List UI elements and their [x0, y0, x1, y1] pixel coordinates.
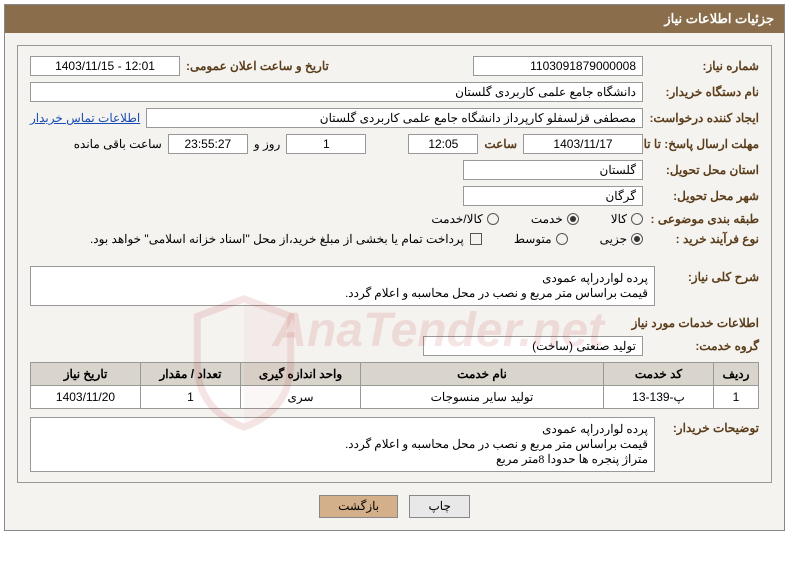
service-group-label: گروه خدمت: — [649, 339, 759, 353]
days-suffix: روز و — [254, 137, 281, 151]
buyer-org-value: دانشگاه جامع علمی کاربردی گلستان — [30, 82, 643, 102]
td-date: 1403/11/20 — [31, 386, 141, 409]
deadline-time: 12:05 — [408, 134, 478, 154]
row-city: شهر محل تحویل: گرگان — [30, 186, 759, 206]
general-desc-text[interactable] — [30, 266, 655, 306]
days-value: 1 — [286, 134, 366, 154]
td-code: پ-139-13 — [604, 386, 714, 409]
buyer-notes-text[interactable] — [30, 417, 655, 472]
back-button[interactable]: بازگشت — [319, 495, 398, 518]
panel-body: AnaTender.net شماره نیاز: 11030918790000… — [5, 33, 784, 530]
proc-minor-radio[interactable]: جزیی — [600, 232, 643, 246]
buyer-org-label: نام دستگاه خریدار: — [649, 85, 759, 99]
remain-suffix: ساعت باقی مانده — [74, 137, 162, 151]
deadline-label: مهلت ارسال پاسخ: تا تاریخ: — [649, 137, 759, 151]
th-unit: واحد اندازه گیری — [241, 363, 361, 386]
info-box: شماره نیاز: 1103091879000008 تاریخ و ساع… — [17, 45, 772, 483]
time-label: ساعت — [484, 137, 517, 151]
need-no-label: شماره نیاز: — [649, 59, 759, 73]
row-requester: ایجاد کننده درخواست: مصطفی قزلسفلو کارپر… — [30, 108, 759, 128]
general-desc-label: شرح کلی نیاز: — [665, 266, 759, 284]
announce-label: تاریخ و ساعت اعلان عمومی: — [186, 59, 329, 73]
row-buyer-notes: توضیحات خریدار: — [30, 417, 759, 472]
td-unit: سری — [241, 386, 361, 409]
row-general-desc: شرح کلی نیاز: — [30, 266, 759, 306]
th-row: ردیف — [714, 363, 759, 386]
main-panel: جزئیات اطلاعات نیاز AnaTender.net شماره … — [4, 4, 785, 531]
row-buyer-org: نام دستگاه خریدار: دانشگاه جامع علمی کار… — [30, 82, 759, 102]
service-table: ردیف کد خدمت نام خدمت واحد اندازه گیری ت… — [30, 362, 759, 409]
announce-value: 1403/11/15 - 12:01 — [30, 56, 180, 76]
province-label: استان محل تحویل: — [649, 163, 759, 177]
cat-service-radio[interactable]: خدمت — [531, 212, 579, 226]
process-label: نوع فرآیند خرید : — [649, 232, 759, 246]
countdown-value: 23:55:27 — [168, 134, 248, 154]
row-category: طبقه بندی موضوعی : کالا خدمت کالا/خدمت — [30, 212, 759, 226]
table-row: 1 پ-139-13 تولید سایر منسوجات سری 1 1403… — [31, 386, 759, 409]
row-service-group: گروه خدمت: تولید صنعتی (ساخت) — [30, 336, 759, 356]
treasury-checkbox[interactable] — [470, 233, 482, 245]
cat-goods-service-radio[interactable]: کالا/خدمت — [431, 212, 498, 226]
service-info-title: اطلاعات خدمات مورد نیاز — [30, 316, 759, 330]
buyer-notes-label: توضیحات خریدار: — [665, 417, 759, 435]
deadline-date: 1403/11/17 — [523, 134, 643, 154]
td-qty: 1 — [141, 386, 241, 409]
row-deadline: مهلت ارسال پاسخ: تا تاریخ: 1403/11/17 سا… — [30, 134, 759, 154]
footer-buttons: چاپ بازگشت — [17, 495, 772, 518]
td-name: تولید سایر منسوجات — [361, 386, 604, 409]
province-value: گلستان — [463, 160, 643, 180]
contact-link[interactable]: اطلاعات تماس خریدار — [30, 111, 140, 125]
th-date: تاریخ نیاز — [31, 363, 141, 386]
city-label: شهر محل تحویل: — [649, 189, 759, 203]
row-need-no: شماره نیاز: 1103091879000008 تاریخ و ساع… — [30, 56, 759, 76]
print-button[interactable]: چاپ — [409, 495, 469, 518]
city-value: گرگان — [463, 186, 643, 206]
th-qty: تعداد / مقدار — [141, 363, 241, 386]
row-process: نوع فرآیند خرید : جزیی متوسط پرداخت تمام… — [30, 232, 759, 246]
row-province: استان محل تحویل: گلستان — [30, 160, 759, 180]
proc-medium-radio[interactable]: متوسط — [514, 232, 568, 246]
category-label: طبقه بندی موضوعی : — [649, 212, 759, 226]
cat-goods-radio[interactable]: کالا — [611, 212, 643, 226]
service-group-value: تولید صنعتی (ساخت) — [423, 336, 643, 356]
panel-title: جزئیات اطلاعات نیاز — [5, 5, 784, 33]
need-no-value: 1103091879000008 — [473, 56, 643, 76]
td-row: 1 — [714, 386, 759, 409]
requester-label: ایجاد کننده درخواست: — [649, 111, 759, 125]
th-name: نام خدمت — [361, 363, 604, 386]
th-code: کد خدمت — [604, 363, 714, 386]
requester-value: مصطفی قزلسفلو کارپرداز دانشگاه جامع علمی… — [146, 108, 643, 128]
treasury-note: پرداخت تمام یا بخشی از مبلغ خرید،از محل … — [90, 232, 464, 246]
